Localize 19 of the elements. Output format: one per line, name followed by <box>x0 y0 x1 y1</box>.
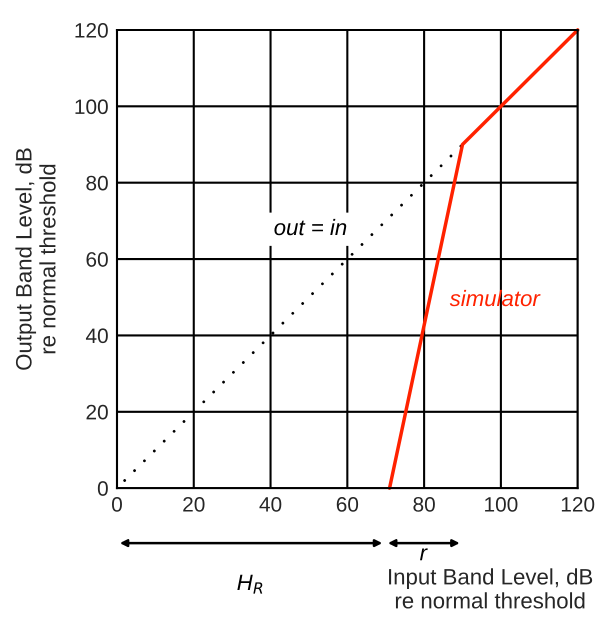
x-tick-label: 60 <box>336 497 358 512</box>
x-tick-label: 120 <box>562 497 594 512</box>
x-tick-label: 0 <box>112 497 122 512</box>
y-tick-label: 120 <box>75 23 108 38</box>
text: r <box>420 548 428 560</box>
text: H$_{R}$ <box>237 574 262 594</box>
y-tick-label: 20 <box>86 404 108 420</box>
y-tick-label: 80 <box>86 176 108 190</box>
x-tick-label: 40 <box>259 497 282 512</box>
annotation: out = in <box>274 218 346 236</box>
y-tick-label: 0 <box>98 481 108 496</box>
x-tick-label: 100 <box>485 497 518 512</box>
y-axis-title: Output Band Level, dB re normal threshold <box>15 148 56 370</box>
y-tick-label: 60 <box>86 252 108 267</box>
x-tick-label: 80 <box>413 497 435 512</box>
y-tick-label: 40 <box>86 328 108 344</box>
x-tick-label: 20 <box>183 497 205 512</box>
x-axis-title: Input Band Level, dB re normal threshold <box>389 568 592 609</box>
y-tick-label: 100 <box>75 99 108 114</box>
